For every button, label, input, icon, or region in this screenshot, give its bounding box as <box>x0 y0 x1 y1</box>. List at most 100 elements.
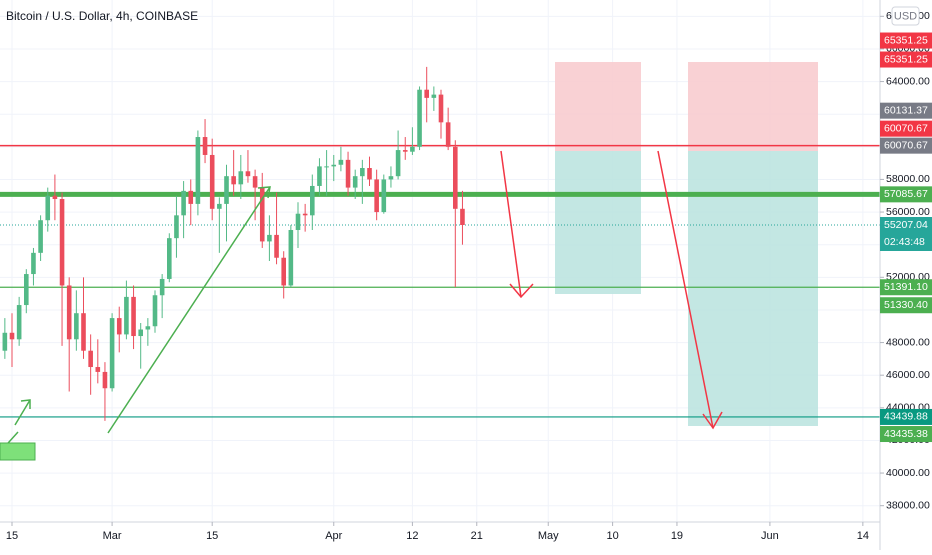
candle-body <box>360 168 365 177</box>
arrow <box>500 150 522 298</box>
price-tag-label: 43439.88 <box>884 411 928 423</box>
x-tick-label: Apr <box>325 530 342 542</box>
price-tag-label: 65351.25 <box>884 34 928 46</box>
x-tick-label: 15 <box>206 530 218 542</box>
candle-body <box>338 159 344 165</box>
x-tick-label: May <box>538 530 559 542</box>
y-tick-label: 58000.00 <box>886 173 930 185</box>
candle-body <box>288 230 294 286</box>
price-tag-label: 51330.40 <box>884 299 928 311</box>
price-tag <box>880 137 932 154</box>
candle-body <box>402 150 408 152</box>
x-tick-label: 12 <box>406 530 418 542</box>
price-tag-label: 51391.10 <box>884 281 928 293</box>
x-tick-label: 14 <box>857 530 869 542</box>
candle-body <box>31 252 36 275</box>
time-axis <box>0 522 880 550</box>
candle-body <box>345 159 351 188</box>
candle-body <box>431 94 437 98</box>
candle-body <box>195 137 201 204</box>
candle-body <box>238 171 244 185</box>
x-tick-label: 21 <box>471 530 483 542</box>
target-zone <box>555 151 641 294</box>
candle-body <box>52 195 58 200</box>
candle-body <box>374 179 379 213</box>
candle-body <box>245 171 251 177</box>
candle-body <box>9 332 15 340</box>
candle-body <box>131 296 136 337</box>
y-tick-label: 38000.00 <box>886 499 930 511</box>
candle-body <box>352 176 358 188</box>
y-tick-label: 64000.00 <box>886 75 930 87</box>
candle-body <box>109 318 115 389</box>
price-tag-label: 60070.67 <box>884 139 928 151</box>
chart-title: Bitcoin / U.S. Dollar, 4h, COINBASE <box>6 9 198 23</box>
price-tag <box>880 120 932 137</box>
candle-body <box>174 215 179 239</box>
candle-body <box>88 350 93 368</box>
candle-body <box>445 122 451 147</box>
candle-body <box>395 150 401 177</box>
stop-zone <box>555 62 641 151</box>
candle-body <box>81 313 86 351</box>
candle-body <box>202 137 208 155</box>
trend-arrow <box>107 186 271 434</box>
candle-body <box>2 332 8 351</box>
price-tag-label: 55207.04 <box>884 219 928 231</box>
price-tag <box>880 279 932 296</box>
candle-body <box>159 278 165 296</box>
candle-body <box>95 367 101 372</box>
candle-body <box>145 326 151 330</box>
price-tag <box>880 51 932 68</box>
candle-body <box>45 195 51 221</box>
candle-body <box>224 176 229 204</box>
price-axis <box>880 0 932 550</box>
x-tick-label: 10 <box>606 530 618 542</box>
candle-body <box>281 257 286 286</box>
x-tick-label: Jun <box>761 530 779 542</box>
candle-body <box>217 203 222 209</box>
candles <box>2 66 465 421</box>
price-tag <box>880 297 932 314</box>
arrow-head <box>20 399 31 409</box>
candle-body <box>310 185 315 216</box>
price-tags: 65351.25 65351.25 60131.37 60070.67 60070.67… <box>880 32 932 443</box>
candle-body <box>295 213 301 231</box>
candle-body <box>138 329 143 337</box>
price-tag <box>880 426 932 443</box>
marker-box <box>0 442 36 461</box>
y-tick-label: 48000.00 <box>886 336 930 348</box>
candle-body <box>302 213 308 216</box>
currency-label[interactable]: USD <box>894 10 917 22</box>
arrow-head <box>509 283 534 299</box>
candle-body <box>259 187 265 242</box>
price-tag-label: 60131.37 <box>884 104 928 116</box>
currency-button[interactable] <box>891 6 920 26</box>
candle-body <box>59 199 65 286</box>
candle-body <box>324 166 329 168</box>
candle-body <box>388 176 394 180</box>
arrow-head <box>702 411 723 430</box>
price-tag-label: 43435.38 <box>884 428 928 440</box>
candle-body <box>152 295 158 327</box>
x-tick-label: 15 <box>6 530 18 542</box>
price-tag <box>880 186 932 203</box>
price-tag-label: 60070.67 <box>884 122 928 134</box>
candle-body <box>231 176 236 185</box>
drawings <box>0 150 723 453</box>
candle-body <box>367 168 372 180</box>
candle-body <box>317 166 322 186</box>
arrow-head <box>257 186 271 199</box>
candle-body <box>38 220 43 253</box>
price-tag <box>880 32 932 49</box>
candle-body <box>181 190 186 216</box>
candle-body <box>66 285 72 340</box>
candle-body <box>167 238 172 279</box>
y-tick-label: 40000.00 <box>886 467 930 479</box>
trend-arrow <box>14 399 31 426</box>
candle-body <box>331 164 337 167</box>
y-tick-label: 46000.00 <box>886 369 930 381</box>
price-tag-label: 65351.25 <box>884 53 928 65</box>
candle-body <box>102 371 108 389</box>
